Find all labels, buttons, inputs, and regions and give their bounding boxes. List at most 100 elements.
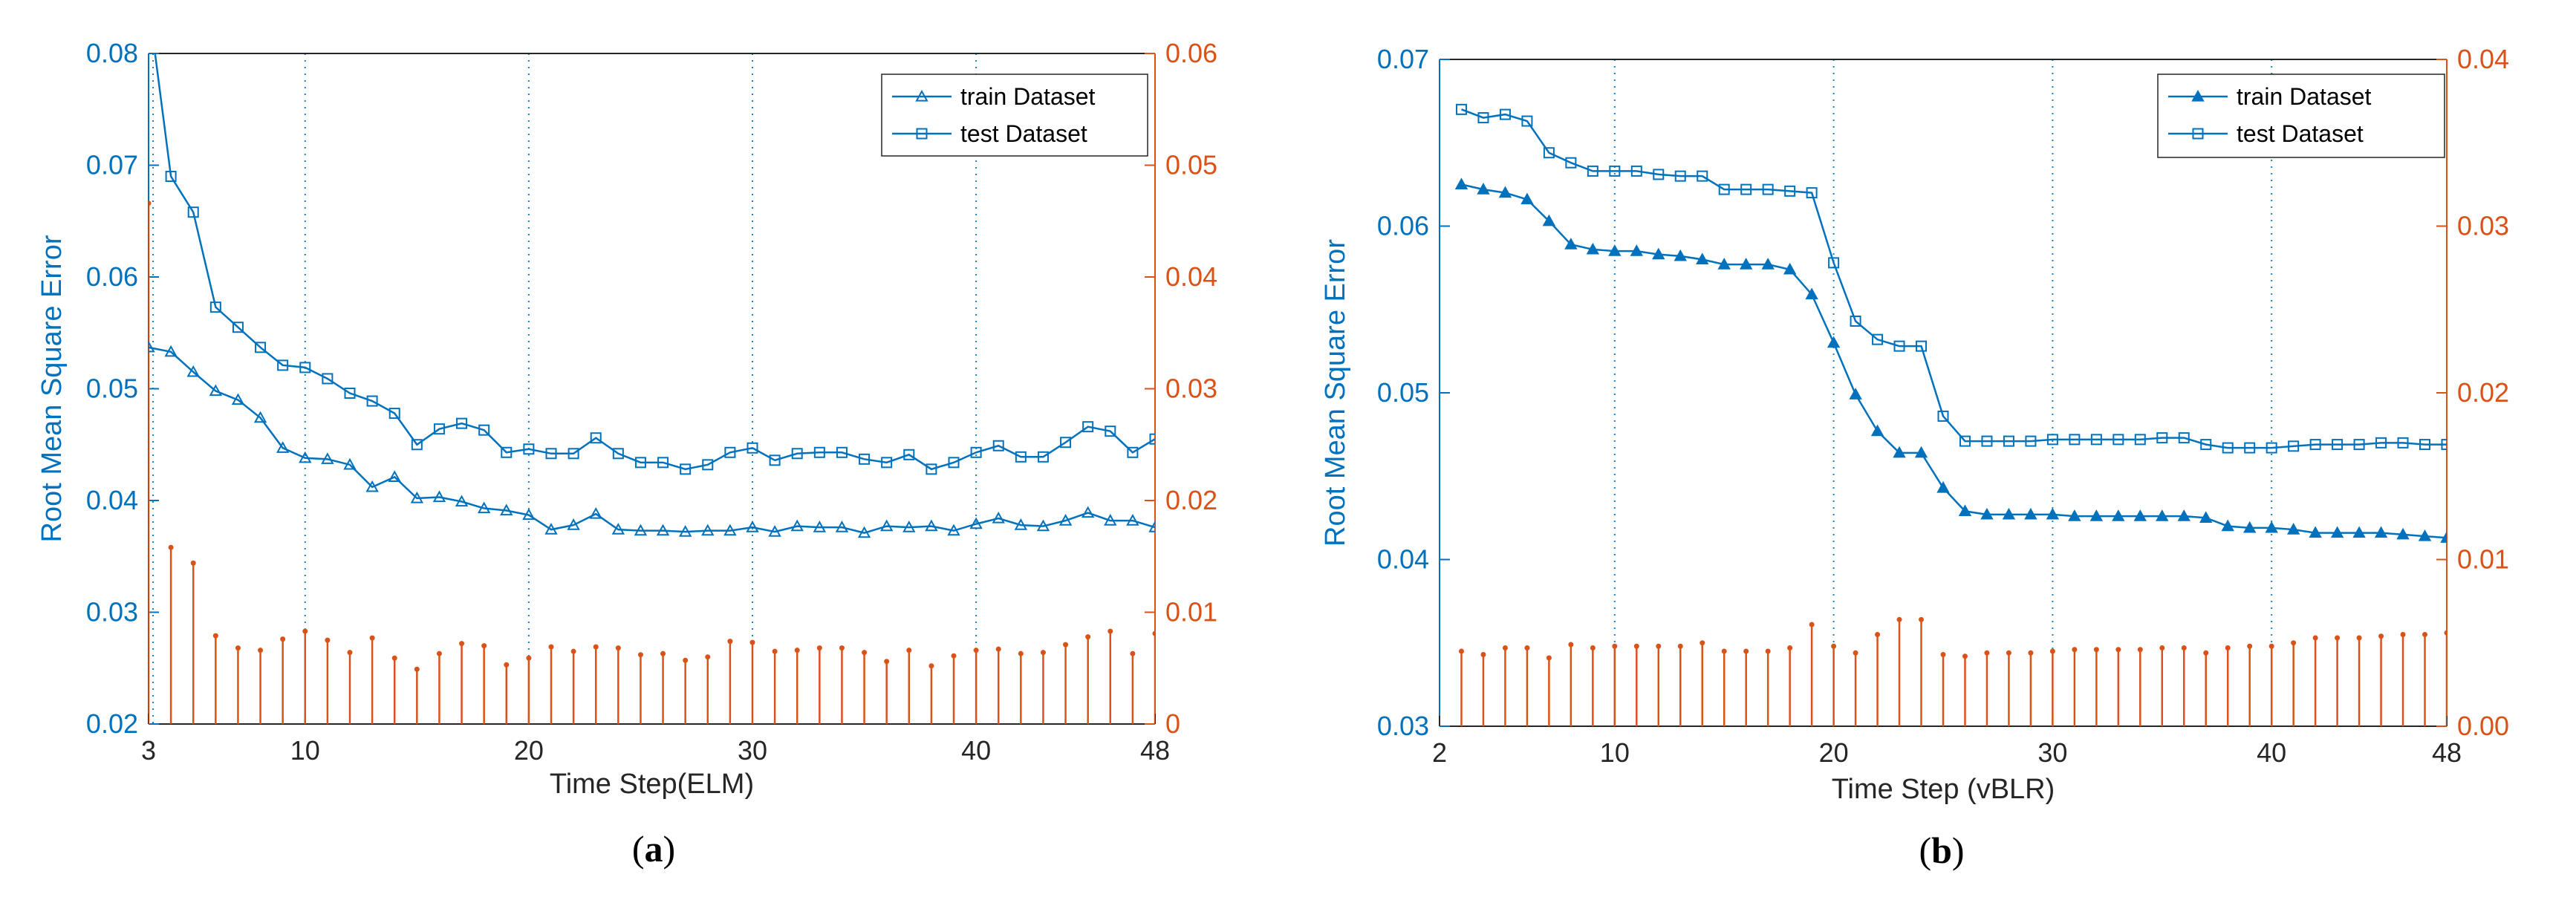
train-marker — [611, 523, 625, 535]
train-marker — [1936, 480, 1950, 493]
stem-marker — [1765, 648, 1771, 654]
test-marker — [680, 463, 692, 475]
x-tick-label: 10 — [1600, 737, 1630, 768]
test-marker — [344, 388, 356, 400]
stem-marker — [884, 659, 890, 665]
train-marker — [969, 517, 983, 529]
stem-marker — [1940, 651, 1946, 657]
test-marker — [2069, 434, 2081, 446]
test-marker — [2222, 442, 2234, 454]
test-marker — [299, 362, 311, 374]
x-tick-label: 2 — [1432, 737, 1447, 768]
train-marker — [2046, 507, 2060, 520]
test-marker — [1653, 169, 1665, 180]
test-marker — [2309, 439, 2321, 451]
train-marker — [343, 457, 357, 470]
stem-marker — [1677, 643, 1683, 649]
test-marker — [1740, 183, 1752, 195]
stem-marker — [2356, 635, 2362, 641]
x-axis-label: Time Step(ELM) — [550, 769, 754, 800]
stem-marker — [2006, 650, 2011, 656]
test-marker — [2397, 437, 2409, 449]
stem-marker — [615, 645, 621, 651]
stem-marker — [1590, 645, 1596, 650]
test-marker — [1477, 112, 1489, 124]
panel-label: (b) — [1919, 829, 1964, 871]
stem-marker — [1108, 628, 1113, 634]
stem-marker — [1896, 616, 1902, 622]
test-marker — [859, 453, 871, 465]
train-marker — [1454, 177, 1468, 189]
test-marker — [1587, 165, 1598, 177]
test-marker — [612, 448, 624, 460]
train-marker — [1805, 287, 1818, 300]
train-marker — [992, 512, 1005, 524]
test-marker — [277, 359, 289, 371]
y-right-tick-label: 0.02 — [2457, 377, 2509, 408]
series-line-triangle — [149, 346, 1155, 534]
test-marker — [1037, 451, 1049, 463]
train-marker — [2002, 507, 2016, 520]
stem-marker — [1743, 648, 1749, 654]
train-marker — [1148, 521, 1155, 532]
stem-marker — [1962, 653, 1968, 659]
test-marker — [2156, 432, 2168, 444]
stem-marker — [436, 650, 442, 656]
test-marker — [2090, 434, 2102, 446]
x-tick-label: 3 — [141, 735, 156, 766]
legend-label: test Dataset — [960, 120, 1087, 147]
stem-marker — [2181, 645, 2187, 650]
stem-marker — [212, 633, 218, 639]
stem-marker — [504, 662, 510, 668]
series-line-square — [1461, 108, 2447, 449]
panel-paren-close: ) — [663, 828, 676, 870]
train-marker — [477, 501, 491, 514]
y-right-tick-label: 0.01 — [2457, 544, 2509, 575]
stem-marker — [906, 648, 912, 653]
train-marker — [432, 490, 446, 503]
train-marker — [276, 441, 290, 453]
train-marker — [2177, 509, 2190, 521]
train-marker — [2265, 521, 2278, 533]
test-marker — [1499, 108, 1511, 120]
train-marker — [1630, 244, 1644, 256]
test-marker — [724, 446, 736, 458]
stem-marker — [1458, 648, 1464, 654]
train-marker — [2374, 526, 2388, 538]
y-left-tick-label: 0.07 — [86, 150, 138, 180]
x-tick-label: 40 — [2257, 737, 2286, 768]
x-tick-label: 48 — [1140, 735, 1170, 766]
train-marker — [388, 470, 401, 482]
x-tick-label: 30 — [2037, 737, 2067, 768]
test-marker — [791, 448, 803, 460]
train-marker — [149, 340, 155, 353]
stem-marker — [548, 644, 554, 650]
y-left-tick-label: 0.06 — [86, 261, 138, 292]
train-marker — [522, 508, 536, 521]
train-marker — [1652, 247, 1665, 260]
stem-marker — [995, 646, 1001, 652]
x-tick-label: 40 — [961, 735, 991, 766]
test-marker — [411, 439, 423, 451]
stem-marker — [772, 648, 778, 654]
train-marker — [1520, 192, 1534, 205]
stem-marker — [2400, 632, 2406, 638]
train-marker — [1674, 249, 1687, 261]
stem-marker — [2049, 648, 2055, 654]
y-right-tick-label: 0.03 — [2457, 211, 2509, 241]
stem-marker — [928, 663, 934, 669]
stem-marker — [1130, 650, 1136, 656]
test-marker — [144, 0, 154, 8]
train-marker — [857, 526, 871, 538]
test-marker — [2266, 442, 2277, 454]
test-marker — [1543, 147, 1555, 159]
y-right-tick-label: 0.04 — [1165, 261, 1217, 292]
y-left-tick-label: 0.07 — [1377, 44, 1429, 74]
stem-marker — [280, 636, 286, 642]
test-marker — [388, 408, 400, 420]
stem-marker — [862, 650, 868, 656]
stem-marker — [1831, 643, 1837, 649]
train-marker — [1498, 186, 1512, 198]
x-tick-label: 20 — [1819, 737, 1849, 768]
train-marker — [1717, 258, 1731, 270]
